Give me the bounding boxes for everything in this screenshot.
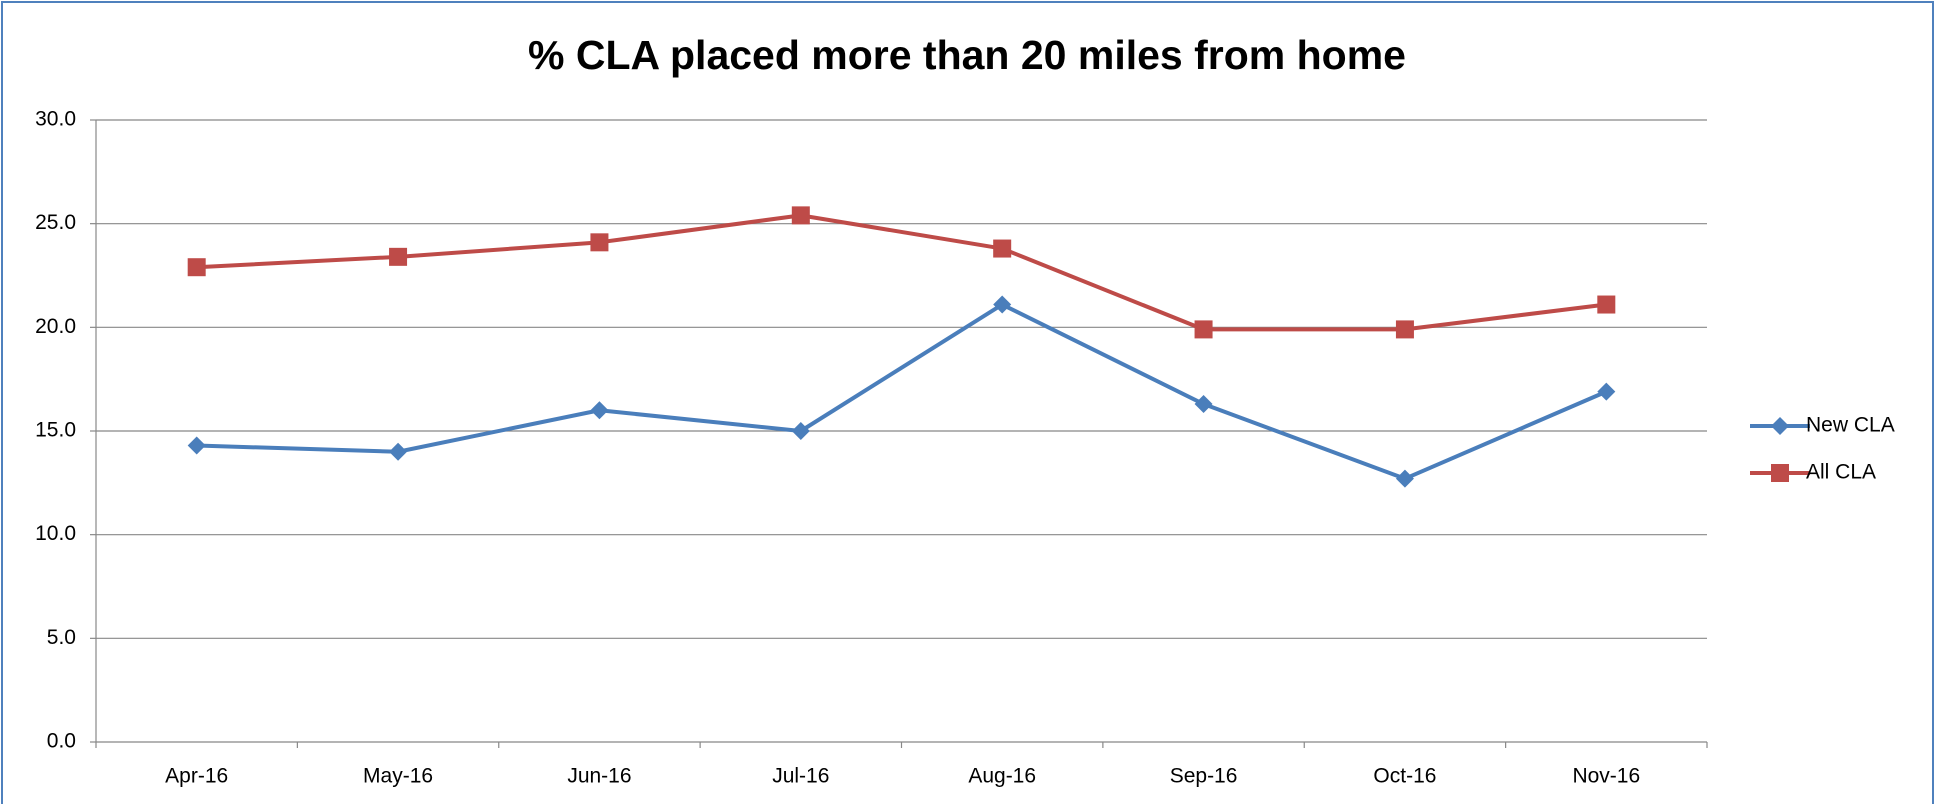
data-point bbox=[389, 442, 408, 461]
data-point bbox=[1395, 320, 1414, 339]
data-point bbox=[389, 247, 408, 266]
y-tick-label: 10.0 bbox=[35, 522, 76, 545]
y-tick-label: 5.0 bbox=[47, 626, 76, 649]
data-point bbox=[590, 401, 609, 420]
y-tick-label: 30.0 bbox=[35, 108, 76, 131]
data-point bbox=[187, 436, 206, 455]
y-tick-label: 0.0 bbox=[47, 730, 76, 753]
x-tick-label: Aug-16 bbox=[968, 765, 1036, 788]
data-point bbox=[187, 258, 206, 277]
x-tick-label: Sep-16 bbox=[1170, 765, 1238, 788]
x-tick-label: Nov-16 bbox=[1572, 765, 1640, 788]
series-line bbox=[196, 302, 1608, 481]
data-point bbox=[1597, 295, 1616, 314]
data-point bbox=[1597, 382, 1616, 401]
data-point bbox=[1194, 320, 1213, 339]
data-point bbox=[791, 422, 810, 440]
data-point bbox=[1395, 469, 1414, 488]
legend-marker bbox=[1771, 464, 1789, 482]
legend-label: All CLA bbox=[1806, 461, 1876, 484]
x-tick-label: May-16 bbox=[363, 765, 433, 788]
chart-title: % CLA placed more than 20 miles from hom… bbox=[528, 32, 1406, 78]
data-point bbox=[791, 206, 810, 225]
legend-label: New CLA bbox=[1806, 414, 1895, 437]
y-tick-label: 25.0 bbox=[35, 211, 76, 234]
data-point bbox=[1194, 395, 1213, 414]
series-line bbox=[196, 213, 1607, 332]
data-point bbox=[993, 239, 1012, 258]
x-tick-label: Jul-16 bbox=[772, 765, 829, 788]
y-tick-label: 20.0 bbox=[35, 315, 76, 338]
x-tick-label: Jun-16 bbox=[567, 765, 631, 788]
x-tick-label: Oct-16 bbox=[1373, 765, 1436, 788]
legend-marker bbox=[1771, 417, 1789, 435]
data-point bbox=[993, 295, 1012, 314]
x-tick-label: Apr-16 bbox=[165, 765, 228, 788]
data-point bbox=[590, 233, 609, 252]
y-tick-label: 15.0 bbox=[35, 419, 76, 442]
